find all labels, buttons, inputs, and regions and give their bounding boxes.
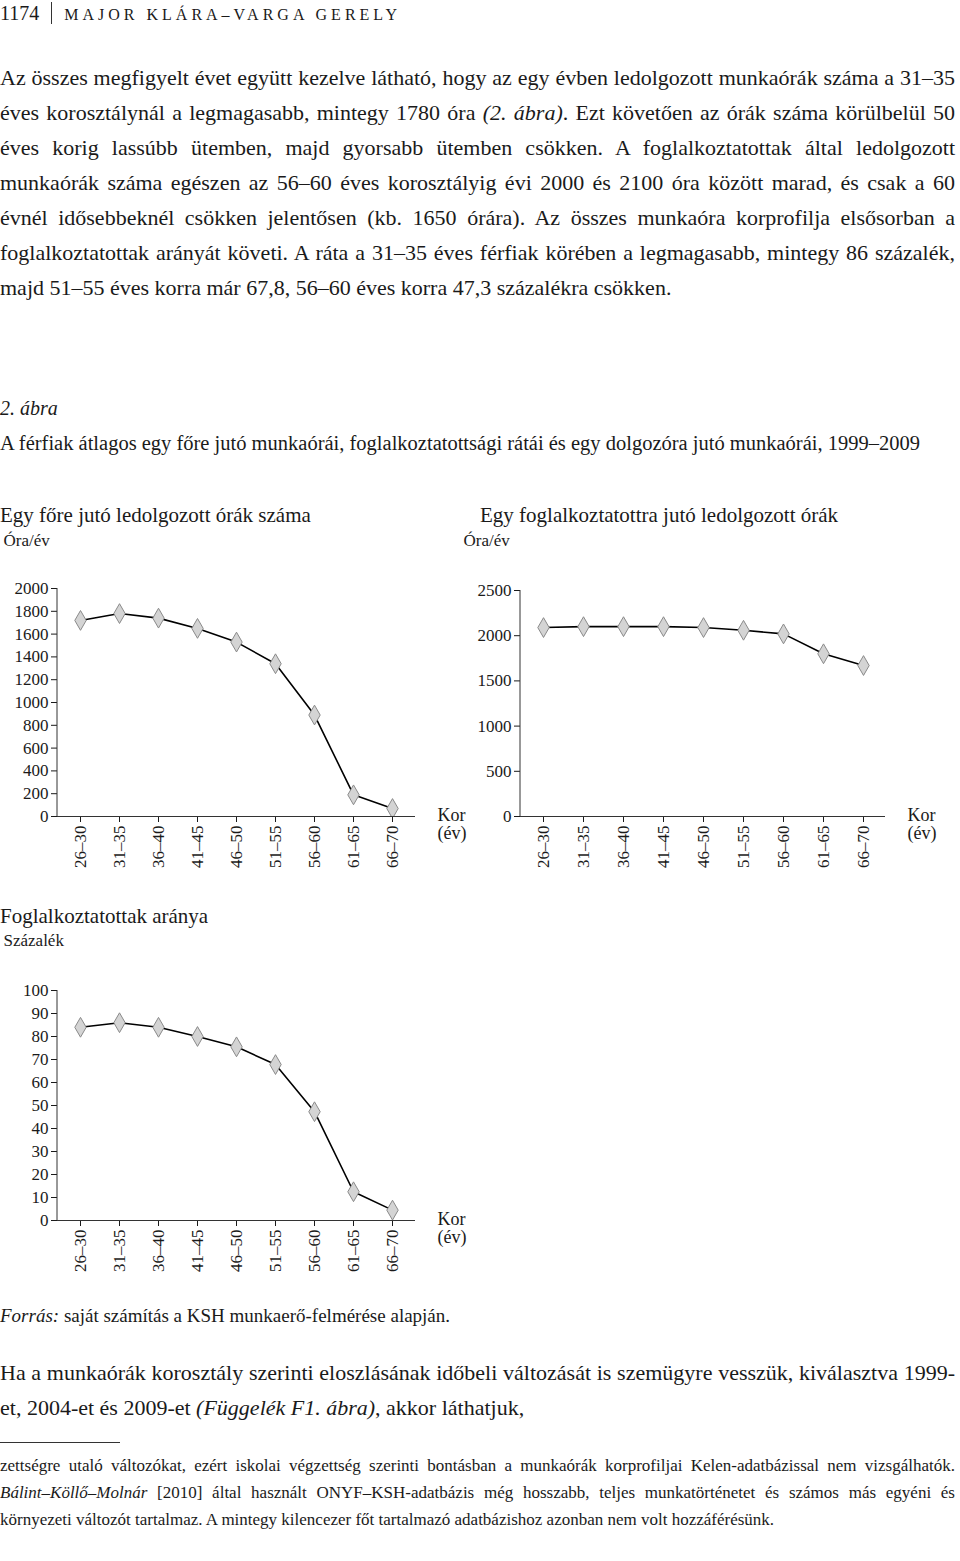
svg-text:46–50: 46–50 bbox=[694, 826, 713, 869]
html-text:2. ábra: 2. ábra bbox=[0, 397, 58, 419]
html-text:Foglalkoztatottak aránya: Foglalkoztatottak aránya bbox=[0, 904, 209, 928]
svg-text:51–55: 51–55 bbox=[266, 826, 285, 869]
svg-text:66–70: 66–70 bbox=[383, 1230, 402, 1273]
html-text:Bálint–Köllő–Molnár [2010] ált: Bálint–Köllő–Molnár [2010] által használ… bbox=[0, 1483, 955, 1529]
svg-text:50: 50 bbox=[32, 1096, 49, 1115]
svg-text:41–45: 41–45 bbox=[188, 826, 207, 869]
svg-text:41–45: 41–45 bbox=[654, 826, 673, 869]
svg-text:66–70: 66–70 bbox=[854, 826, 873, 869]
svg-text:0: 0 bbox=[40, 807, 49, 826]
html-text:1174: 1174 bbox=[0, 2, 40, 24]
svg-text:56–60: 56–60 bbox=[305, 1230, 324, 1273]
svg-text:61–65: 61–65 bbox=[814, 826, 833, 869]
svg-text:1000: 1000 bbox=[15, 693, 49, 712]
html-text:A férfiak átlagos egy főre jut: A férfiak átlagos egy főre jutó munkaórá… bbox=[0, 432, 920, 454]
svg-text:31–35: 31–35 bbox=[110, 826, 129, 869]
html-text:Ha a munkaórák korosztály szer: Ha a munkaórák korosztály szerinti elosz… bbox=[0, 1360, 955, 1420]
svg-text:2000: 2000 bbox=[15, 579, 49, 598]
svg-text:41–45: 41–45 bbox=[188, 1230, 207, 1273]
svg-text:31–35: 31–35 bbox=[110, 1230, 129, 1273]
svg-text:36–40: 36–40 bbox=[149, 1230, 168, 1273]
html-text:Az összes megfigyelt évet együ: Az összes megfigyelt évet együtt kezelve… bbox=[0, 65, 955, 300]
svg-text:36–40: 36–40 bbox=[614, 826, 633, 869]
svg-text:0: 0 bbox=[40, 1211, 49, 1230]
svg-text:Kor(év): Kor(év) bbox=[908, 805, 937, 844]
svg-text:40: 40 bbox=[32, 1119, 49, 1138]
svg-text:1500: 1500 bbox=[478, 671, 512, 690]
svg-text:51–55: 51–55 bbox=[266, 1230, 285, 1273]
svg-text:100: 100 bbox=[23, 981, 49, 1000]
svg-text:60: 60 bbox=[32, 1073, 49, 1092]
html-text:Egy foglalkoztatottra jutó led: Egy foglalkoztatottra jutó ledolgozott ó… bbox=[480, 503, 839, 527]
svg-text:31–35: 31–35 bbox=[574, 826, 593, 869]
svg-text:1600: 1600 bbox=[15, 625, 49, 644]
svg-text:1800: 1800 bbox=[15, 602, 49, 621]
svg-text:36–40: 36–40 bbox=[149, 826, 168, 869]
svg-text:2500: 2500 bbox=[478, 581, 512, 600]
svg-text:61–65: 61–65 bbox=[344, 826, 363, 869]
html-text:zettségre utaló változókat, ez: zettségre utaló változókat, ezért iskola… bbox=[0, 1456, 955, 1475]
svg-text:20: 20 bbox=[32, 1165, 49, 1184]
svg-text:2000: 2000 bbox=[478, 626, 512, 645]
html-text:Egy főre jutó ledolgozott órák: Egy főre jutó ledolgozott órák száma bbox=[0, 503, 311, 527]
svg-text:70: 70 bbox=[32, 1050, 49, 1069]
svg-text:0: 0 bbox=[503, 807, 512, 826]
svg-text:800: 800 bbox=[23, 716, 49, 735]
svg-text:1000: 1000 bbox=[478, 717, 512, 736]
svg-text:1200: 1200 bbox=[15, 670, 49, 689]
svg-text:80: 80 bbox=[32, 1027, 49, 1046]
svg-text:10: 10 bbox=[32, 1188, 49, 1207]
svg-text:Kor(év): Kor(év) bbox=[438, 1209, 467, 1248]
svg-text:30: 30 bbox=[32, 1142, 49, 1161]
svg-text:46–50: 46–50 bbox=[227, 826, 246, 869]
svg-text:500: 500 bbox=[486, 762, 512, 781]
svg-text:Óra/év: Óra/év bbox=[464, 531, 511, 550]
svg-text:26–30: 26–30 bbox=[71, 1230, 90, 1273]
svg-text:46–50: 46–50 bbox=[227, 1230, 246, 1273]
svg-text:400: 400 bbox=[23, 761, 49, 780]
svg-text:56–60: 56–60 bbox=[305, 826, 324, 869]
svg-text:26–30: 26–30 bbox=[71, 826, 90, 869]
html-text:MAJOR KLÁRA–VARGA GERELY: MAJOR KLÁRA–VARGA GERELY bbox=[64, 6, 402, 23]
html-text:Forrás: saját számítás a KSH m: Forrás: saját számítás a KSH munkaerő-fe… bbox=[0, 1305, 451, 1326]
svg-text:66–70: 66–70 bbox=[383, 826, 402, 869]
svg-text:56–60: 56–60 bbox=[774, 826, 793, 869]
svg-text:Százalék: Százalék bbox=[4, 931, 65, 950]
svg-text:Kor(év): Kor(év) bbox=[438, 805, 467, 844]
svg-text:51–55: 51–55 bbox=[734, 826, 753, 869]
svg-text:200: 200 bbox=[23, 784, 49, 803]
svg-text:61–65: 61–65 bbox=[344, 1230, 363, 1273]
svg-text:26–30: 26–30 bbox=[534, 826, 553, 869]
svg-text:1400: 1400 bbox=[15, 647, 49, 666]
svg-text:Óra/év: Óra/év bbox=[4, 531, 51, 550]
svg-text:90: 90 bbox=[32, 1004, 49, 1023]
svg-text:600: 600 bbox=[23, 739, 49, 758]
